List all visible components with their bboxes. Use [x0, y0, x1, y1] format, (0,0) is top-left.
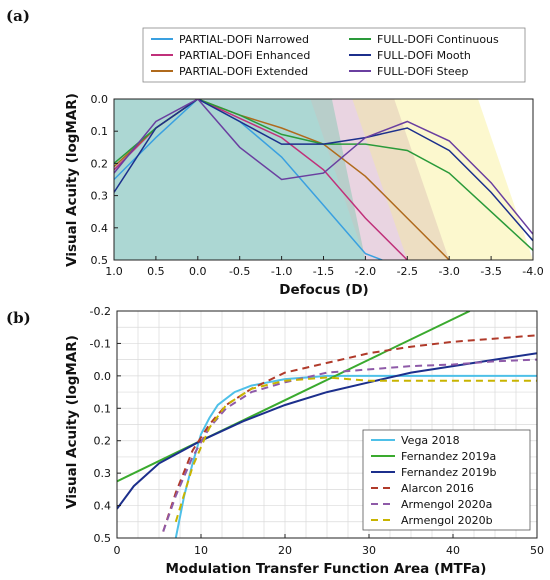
series-line-vega-2018: [174, 374, 537, 538]
x-tick-label: -2.0: [355, 265, 376, 278]
y-tick-label: 0.3: [91, 190, 109, 203]
legend-label-full-dofi-continuous: FULL-DOFi Continuous: [377, 33, 499, 46]
panel-a-xlabel: Defocus (D): [279, 282, 368, 298]
x-tick-label: -2.5: [397, 265, 418, 278]
panel-b-legend: Vega 2018 Fernandez 2019a Fernandez 2019b A…: [362, 429, 531, 531]
legend-label-partial-dofi-enhanced: PARTIAL-DOFi Enhanced: [179, 49, 310, 62]
panel-b-xlabel: Modulation Transfer Function Area (MTFa): [166, 561, 487, 577]
panel-a-legend: PARTIAL-DOFi Narrowed PARTIAL-DOFi Enhanc…: [142, 27, 526, 83]
legend-label-partial-dofi-narrowed: PARTIAL-DOFi Narrowed: [179, 33, 309, 46]
panel-b-ylabel: Visual Acuity (logMAR): [64, 335, 80, 509]
series-line-fernandez-2019a: [117, 311, 471, 483]
y-tick-label: 0.2: [94, 435, 112, 448]
panel-b-label: (b): [6, 309, 31, 327]
x-tick-label: -3.5: [480, 265, 501, 278]
legend-box: [142, 27, 526, 83]
panel-a-label: (a): [6, 7, 30, 25]
y-tick-label: 0.4: [94, 500, 112, 513]
x-tick-label: 10: [194, 544, 208, 557]
y-tick-label: 0.5: [94, 532, 112, 545]
legend-label-fernandez-2019a: Fernandez 2019a: [401, 450, 496, 463]
x-tick-label: 20: [278, 544, 292, 557]
y-tick-label: 0.2: [91, 157, 109, 170]
legend-box: [362, 429, 531, 531]
series-line-fernandez-2019b: [117, 352, 537, 510]
x-tick-label: 30: [362, 544, 376, 557]
panel-a-series-lines: [114, 99, 533, 260]
legend-label-armengol-2020b: Armengol 2020b: [401, 514, 493, 527]
series-line-armengol-2020b: [174, 376, 537, 523]
shaded-region-overlap: [114, 99, 366, 260]
series-line-partial-dofi-narrowed: [114, 99, 383, 260]
y-tick-label: -0.2: [90, 305, 111, 318]
x-tick-label: 0: [114, 544, 121, 557]
panel-a-ticks: 1.0 0.5 0.0 -0.5 -1.0 -1.5 -2.0 -2.5 -3.0 -3.5 -4.…: [91, 93, 544, 278]
legend-label-full-dofi-steep: FULL-DOFi Steep: [377, 65, 468, 78]
x-tick-label: 50: [530, 544, 544, 557]
x-tick-label: -0.5: [229, 265, 250, 278]
y-tick-label: 0.4: [91, 222, 109, 235]
panel-b-ticks: 0 10 20 30 40 50 -0.2 -0.1 0.0 0.1 0.2 0.3 0.4 0.5: [90, 305, 544, 557]
y-tick-label: 0.0: [94, 370, 112, 383]
legend-label-partial-dofi-extended: PARTIAL-DOFi Extended: [179, 65, 308, 78]
legend-label-vega-2018: Vega 2018: [401, 434, 460, 447]
y-tick-label: 0.3: [94, 467, 112, 480]
series-line-armengol-2020a: [162, 358, 537, 532]
x-tick-label: 1.0: [105, 265, 123, 278]
y-tick-label: 0.1: [94, 402, 112, 415]
y-tick-label: 0.1: [91, 125, 109, 138]
x-tick-label: 40: [446, 544, 460, 557]
y-tick-label: -0.1: [90, 337, 111, 350]
panel-a-shaded-regions: [114, 99, 533, 260]
x-tick-label: 0.0: [189, 265, 207, 278]
x-tick-label: -1.5: [313, 265, 334, 278]
panel-b-series-lines: [117, 311, 537, 538]
x-tick-label: 0.5: [147, 265, 165, 278]
y-tick-label: 0.0: [91, 93, 109, 106]
series-line-full-dofi-mooth: [114, 99, 533, 242]
legend-label-full-dofi-mooth: FULL-DOFi Mooth: [377, 49, 471, 62]
x-tick-label: -3.0: [438, 265, 459, 278]
legend-label-fernandez-2019b: Fernandez 2019b: [401, 466, 497, 479]
series-line-alarcon-2016: [162, 334, 537, 532]
panel-b-plot-frame: [116, 310, 538, 539]
x-tick-label: -4.0: [522, 265, 543, 278]
panel-a-ylabel: Visual Acuity (logMAR): [64, 93, 80, 267]
series-line-full-dofi-steep: [114, 99, 533, 235]
x-tick-label: -1.0: [271, 265, 292, 278]
y-tick-label: 0.5: [91, 254, 109, 267]
legend-label-armengol-2020a: Armengol 2020a: [401, 498, 492, 511]
legend-label-alarcon-2016: Alarcon 2016: [401, 482, 474, 495]
